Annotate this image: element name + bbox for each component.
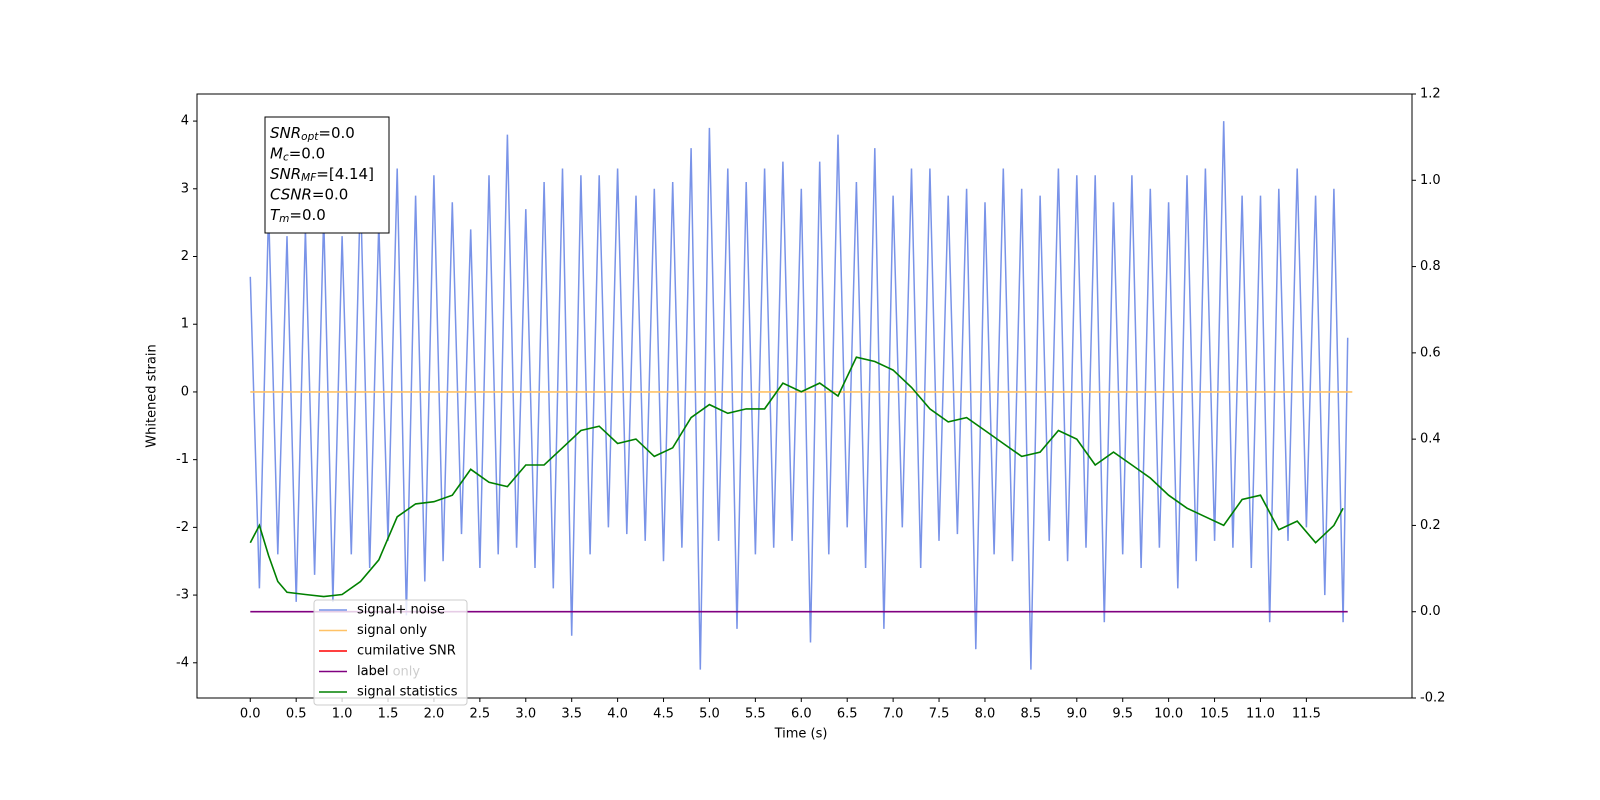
annotation-text: =[4.14] xyxy=(316,165,374,183)
x-tick-label: 6.5 xyxy=(837,707,858,722)
annotation-sub: opt xyxy=(301,131,319,143)
y2-tick-label: 0.2 xyxy=(1420,518,1441,533)
x-tick-label: 0.5 xyxy=(286,707,307,722)
y-axis-label: Whitened strain xyxy=(145,344,160,447)
x-tick-label: 11.0 xyxy=(1246,707,1275,722)
legend-label: signal+ noise xyxy=(357,603,445,618)
x-tick-label: 3.0 xyxy=(515,707,536,722)
x-axis-label: Time (s) xyxy=(774,727,828,742)
x-tick-label: 8.5 xyxy=(1021,707,1042,722)
legend-label: label xyxy=(357,664,388,679)
plot-frame xyxy=(196,93,1413,699)
annotation-line: Mc=0.0 xyxy=(270,144,325,164)
x-tick-label: 2.5 xyxy=(470,707,491,722)
annotation-line: SNRMF=[4.14] xyxy=(270,165,374,185)
y-tick-label: -2 xyxy=(176,520,189,535)
annotation-box xyxy=(264,116,390,234)
x-tick-label: 4.0 xyxy=(607,707,628,722)
annotation-base: T xyxy=(270,206,281,224)
annotation-base: M xyxy=(270,144,283,162)
legend-label: signal only xyxy=(357,623,427,638)
annotation-base: SNR xyxy=(270,165,301,183)
y2-tick-label: 0.6 xyxy=(1420,345,1441,360)
legend-label: cumilative SNR xyxy=(357,644,456,659)
annotation-line: Tm=0.0 xyxy=(270,206,326,226)
x-tick-label: 1.5 xyxy=(378,707,399,722)
x-tick-label: 10.5 xyxy=(1200,707,1229,722)
x-tick-label: 11.5 xyxy=(1292,707,1321,722)
annotation-line: SNRopt=0.0 xyxy=(270,124,355,144)
x-tick-label: 4.5 xyxy=(653,707,674,722)
legend-box xyxy=(313,599,468,706)
y2-tick-label: 1.2 xyxy=(1420,87,1441,102)
x-tick-label: 3.5 xyxy=(561,707,582,722)
y-tick-label: 0 xyxy=(181,384,189,399)
x-tick-label: 10.0 xyxy=(1154,707,1183,722)
y2-tick-label: 0.4 xyxy=(1420,432,1441,447)
annotation-text: =0.0 xyxy=(289,144,325,162)
x-tick-label: 5.5 xyxy=(745,707,766,722)
y-tick-label: 4 xyxy=(181,114,189,129)
annotation-base: SNR xyxy=(270,124,301,142)
annotation-sub: m xyxy=(279,213,289,225)
annotation-text: =0.0 xyxy=(289,206,325,224)
y-tick-label: 3 xyxy=(181,181,189,196)
annotation-line: CSNR=0.0 xyxy=(270,185,348,203)
x-tick-label: 5.0 xyxy=(699,707,720,722)
annotation-sub: c xyxy=(283,152,289,164)
y-tick-label: 1 xyxy=(181,317,189,332)
x-tick-label: 8.0 xyxy=(975,707,996,722)
x-tick-label: 7.0 xyxy=(883,707,904,722)
x-tick-label: 0.0 xyxy=(240,707,261,722)
annotation-base: CSNR xyxy=(270,185,312,203)
x-tick-label: 6.0 xyxy=(791,707,812,722)
series-line xyxy=(249,356,1344,598)
y-tick-label: 2 xyxy=(181,249,189,264)
y2-tick-label: 1.0 xyxy=(1420,173,1441,188)
x-tick-label: 1.0 xyxy=(332,707,353,722)
y-tick-label: -3 xyxy=(176,588,189,603)
x-tick-label: 2.0 xyxy=(424,707,445,722)
y2-tick-label: 0.8 xyxy=(1420,259,1441,274)
y-tick-label: -4 xyxy=(176,655,189,670)
x-tick-label: 9.0 xyxy=(1066,707,1087,722)
x-tick-label: 7.5 xyxy=(929,707,950,722)
legend-label: signal statistics xyxy=(357,685,458,700)
y-tick-label: -1 xyxy=(176,452,189,467)
y2-tick-label: 0.0 xyxy=(1420,604,1441,619)
x-tick-label: 9.5 xyxy=(1112,707,1133,722)
annotation-sub: MF xyxy=(301,172,317,184)
annotation-text: =0.0 xyxy=(312,185,348,203)
series-line xyxy=(249,121,1349,670)
y2-tick-label: -0.2 xyxy=(1420,691,1445,706)
annotation-text: =0.0 xyxy=(318,124,354,142)
